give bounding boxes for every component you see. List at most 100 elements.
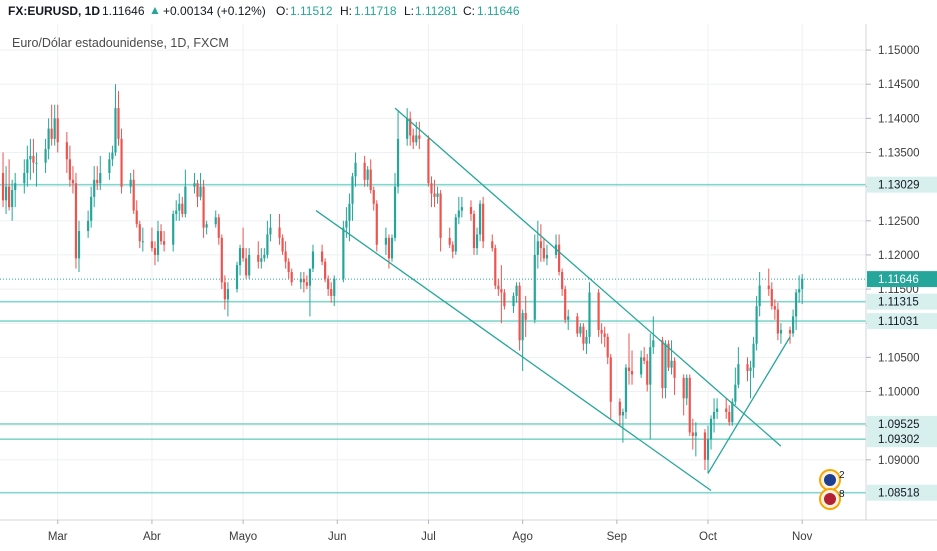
candle-body [497,285,500,290]
candle-body [266,234,269,255]
x-tick-label: Ago [512,531,532,543]
candle-body [184,186,187,214]
candle-body [603,333,606,337]
candle-body [725,408,728,412]
candle-body [369,169,372,191]
candle-body [436,193,439,197]
candle-body [87,220,90,232]
close-label: C: [463,4,475,18]
candle-body [746,364,749,372]
open-value: 1.11512 [290,4,333,18]
candle-body [226,289,229,300]
candle-body [542,248,546,259]
candle-body [260,258,263,262]
candle-body [606,336,609,358]
candle-body [348,203,351,221]
candle-body [767,285,770,290]
candle-body [512,295,515,307]
candle-body [375,203,378,245]
candle-body [108,159,111,173]
candle-body [281,237,284,252]
candle-body [716,408,719,412]
candles [1,84,804,474]
candle-body [35,162,38,164]
candle-body [712,411,716,419]
candle-body [47,128,50,150]
symbol-name[interactable]: FX:EURUSD, 1D [8,4,101,18]
candle-body [728,411,731,423]
candle-body [320,251,324,262]
time-axis[interactable]: Mar Abr Mayo Jun Jul Ago Sep Oct Nov [48,520,813,543]
candle-body [749,367,752,372]
candle-body [248,254,251,276]
candle-body [469,207,473,214]
candle-body [351,176,354,204]
x-tick-label: Oct [699,531,718,543]
candle-body [624,367,628,412]
y-tick-label: 1.15000 [878,45,920,57]
candle-body [53,118,56,139]
candle-body [788,330,792,334]
candle-body [515,285,518,296]
candle-body [685,377,688,399]
event-count: 8 [839,489,845,500]
x-tick-label: Nov [792,531,813,543]
candle-body [770,289,773,307]
candle-body [609,357,612,402]
candle-body [709,418,713,440]
candle-body [220,237,223,283]
candle-body [691,432,694,436]
change-up-arrow-icon: ▲ [149,3,161,17]
economic-events[interactable]: 28 [819,469,845,510]
candle-body [393,186,397,238]
candle-body [56,118,59,143]
candle-body [500,289,503,293]
candle-body [196,183,199,197]
candle-body [11,190,14,208]
candle-body [290,272,293,283]
candle-body [178,203,181,211]
candle-body [406,118,409,139]
candle-body [758,285,761,307]
candle-body [396,138,400,187]
candle-body [776,309,779,334]
candle-body [162,241,166,245]
candle-body [545,254,549,259]
x-tick-label: Mayo [229,531,257,543]
candle-body [93,179,96,197]
candle-body [561,272,564,290]
price-level-label: 1.09525 [878,419,920,431]
candle-body [664,343,667,389]
candle-body [29,155,32,160]
event-count: 2 [839,470,845,481]
y-tick-label: 1.13500 [878,148,920,160]
candle-body [582,326,585,344]
price-axis[interactable]: 1.150001.145001.140001.135001.130001.125… [866,45,937,501]
candle-body [418,135,421,139]
candle-body [597,292,600,331]
candle-body [387,237,391,259]
candle-body [172,213,175,245]
candle-body [135,210,138,225]
candle-body [652,340,655,348]
price-change: +0.00134 (+0.12%) [163,4,266,18]
candle-body [482,203,485,242]
trend-lines[interactable] [315,107,791,492]
candle-body [327,278,330,290]
candle-body [199,186,202,197]
candle-body [475,234,479,249]
flag-center [824,474,836,486]
candle-body [494,248,497,286]
candle-body [439,193,442,238]
candle-body [305,282,308,286]
candle-body [479,203,482,235]
candle-body [694,432,697,436]
price-level-tag [867,313,937,330]
candle-body [703,432,707,460]
candle-body [117,108,120,139]
chart-grid [0,24,866,520]
candle-body [330,289,333,296]
candle-body [558,244,561,272]
candle-body [472,213,476,249]
